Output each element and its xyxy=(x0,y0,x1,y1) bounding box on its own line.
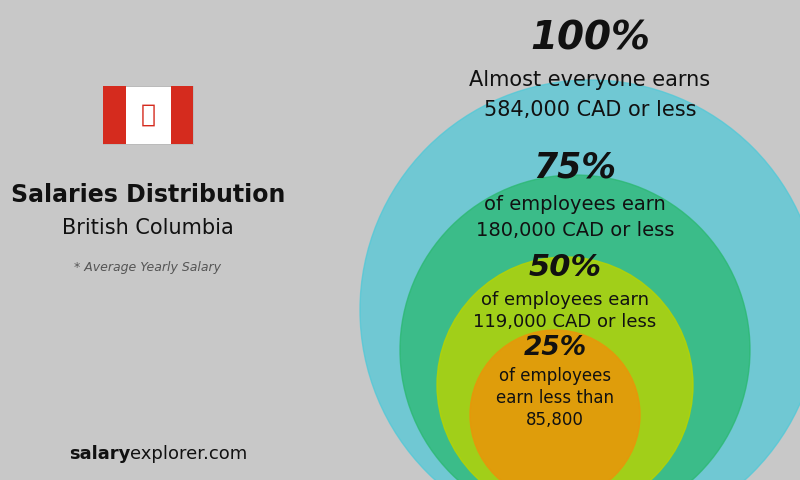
Text: 85,800: 85,800 xyxy=(526,411,584,429)
Text: 100%: 100% xyxy=(530,19,650,57)
Text: 584,000 CAD or less: 584,000 CAD or less xyxy=(484,100,696,120)
Text: 🍁: 🍁 xyxy=(141,103,155,127)
Circle shape xyxy=(360,80,800,480)
Text: 119,000 CAD or less: 119,000 CAD or less xyxy=(474,313,657,331)
Text: British Columbia: British Columbia xyxy=(62,218,234,238)
Bar xyxy=(170,86,193,144)
Text: of employees earn: of employees earn xyxy=(484,195,666,215)
Text: of employees earn: of employees earn xyxy=(481,291,649,309)
Text: earn less than: earn less than xyxy=(496,389,614,407)
Circle shape xyxy=(470,330,640,480)
Text: 25%: 25% xyxy=(523,335,586,361)
Text: * Average Yearly Salary: * Average Yearly Salary xyxy=(74,262,222,275)
Text: Salaries Distribution: Salaries Distribution xyxy=(11,183,285,207)
Circle shape xyxy=(437,257,693,480)
Text: explorer.com: explorer.com xyxy=(130,445,247,463)
Bar xyxy=(103,86,126,144)
Bar xyxy=(103,86,193,144)
Text: salary: salary xyxy=(69,445,130,463)
Text: 50%: 50% xyxy=(529,253,602,283)
Circle shape xyxy=(400,175,750,480)
Text: of employees: of employees xyxy=(499,367,611,385)
Text: 180,000 CAD or less: 180,000 CAD or less xyxy=(476,220,674,240)
Text: Almost everyone earns: Almost everyone earns xyxy=(470,70,710,90)
Text: 75%: 75% xyxy=(534,151,617,185)
